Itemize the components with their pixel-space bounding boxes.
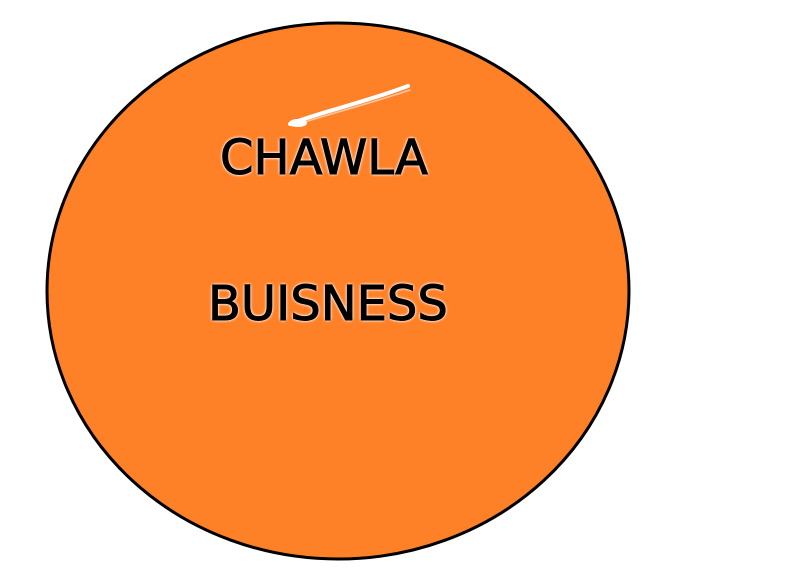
orange-circle	[45, 21, 631, 561]
business-name-line-2: BUISNESS	[208, 276, 449, 332]
business-name-line-1: CHAWLA	[220, 130, 429, 186]
brush-stroke-highlight	[288, 84, 411, 127]
